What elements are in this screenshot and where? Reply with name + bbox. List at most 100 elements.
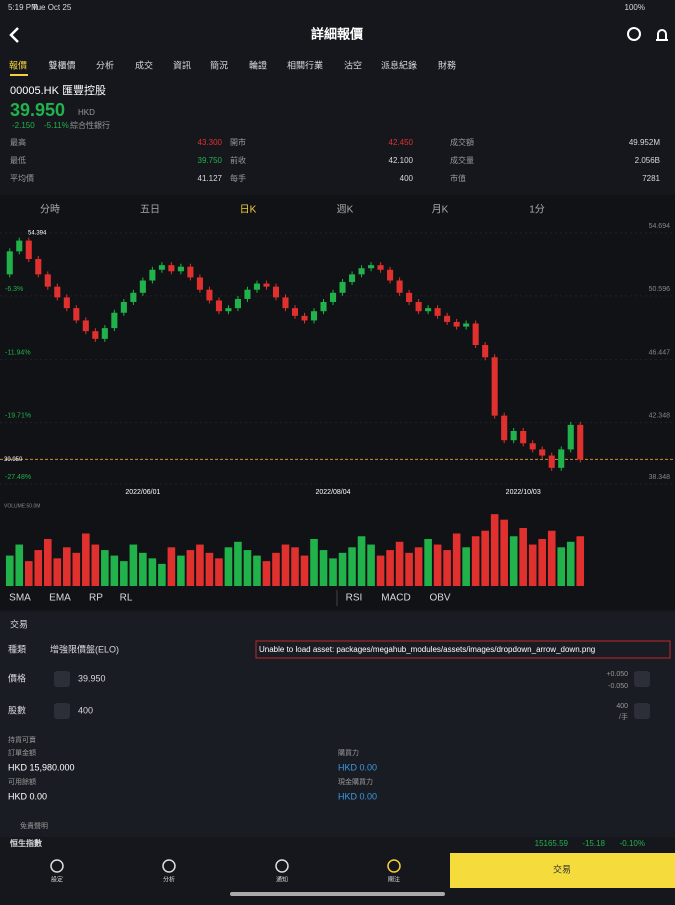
volume-bar <box>386 550 394 586</box>
indicator[interactable]: SMA <box>9 593 31 604</box>
chart-tab[interactable]: 月K <box>432 204 449 216</box>
candle-body <box>35 259 42 275</box>
x-tick-label: 2022/06/01 <box>125 489 160 496</box>
trade-button[interactable] <box>450 853 675 888</box>
volume-bar <box>500 519 508 586</box>
candle-body <box>282 297 289 309</box>
volume-bar <box>405 552 413 586</box>
candle-body <box>263 283 270 287</box>
volume-bar <box>63 547 71 586</box>
price-input[interactable]: 39.950 <box>78 673 106 683</box>
volume-bar <box>462 547 470 586</box>
active-tab-indicator <box>10 74 28 76</box>
index-change: -15.18 <box>582 839 605 848</box>
indicator[interactable]: RSI <box>346 593 363 604</box>
candle-body <box>244 289 251 299</box>
tab[interactable]: 雙櫃價 <box>48 59 75 70</box>
stat-value: 42.450 <box>389 138 414 147</box>
candle-body <box>577 424 584 460</box>
tab[interactable]: 財務 <box>438 59 456 70</box>
chart-tab[interactable]: 日K <box>240 205 257 216</box>
volume-bar <box>357 536 366 586</box>
volume-bar <box>490 514 499 586</box>
candle-body <box>301 315 308 321</box>
chart-tab[interactable]: 1分 <box>529 204 545 216</box>
back-arrow[interactable] <box>9 27 19 43</box>
battery: 100% <box>625 3 645 12</box>
stock-name: 匯豐控股 <box>62 83 106 97</box>
tab[interactable]: 簡況 <box>210 59 228 70</box>
indicator[interactable]: EMA <box>49 593 71 604</box>
tab[interactable]: 輪證 <box>249 59 267 70</box>
last-price-label: 39.950 <box>4 457 23 463</box>
indicator[interactable]: OBV <box>429 593 450 604</box>
nav-label[interactable]: 關注 <box>388 876 400 884</box>
stat-label: 最高 <box>10 137 26 147</box>
candle-body <box>25 240 32 260</box>
candle-body <box>339 282 346 293</box>
volume-bar <box>43 539 52 586</box>
tab[interactable]: 沽空 <box>344 59 362 70</box>
nav-label[interactable]: 通知 <box>276 876 288 884</box>
volume-bar <box>557 547 566 586</box>
candle-body <box>291 308 299 316</box>
tab[interactable]: 派息紀錄 <box>381 59 417 70</box>
chart-tab[interactable]: 五日 <box>140 205 160 216</box>
volume-bar <box>262 561 271 586</box>
indicator[interactable]: RL <box>120 593 133 604</box>
quantity-input[interactable]: 400 <box>78 705 93 715</box>
candle-body <box>396 280 403 293</box>
volume-bar <box>528 544 537 586</box>
chart-tab[interactable]: 週K <box>337 204 354 216</box>
nav-label[interactable]: 分析 <box>163 876 175 884</box>
volume-bar <box>433 544 442 586</box>
high-marker: 54.394 <box>28 231 47 237</box>
volume-bar <box>319 550 328 586</box>
nav-icon[interactable] <box>275 859 289 873</box>
nav-icon[interactable] <box>50 859 64 873</box>
stat-label: 前收 <box>230 155 246 165</box>
plus-button[interactable] <box>634 671 650 687</box>
candle-body <box>92 331 99 339</box>
tab[interactable]: 成交 <box>135 59 153 70</box>
volume-bar <box>538 539 547 586</box>
stat-value: 39.750 <box>198 156 223 165</box>
candle-body <box>548 455 555 468</box>
volume-bar <box>215 558 223 586</box>
chart-tab[interactable]: 分時 <box>40 204 60 216</box>
candle-body <box>234 298 241 309</box>
minus-button[interactable] <box>54 671 70 687</box>
tab[interactable]: 資訊 <box>173 59 191 70</box>
trade-button-label[interactable]: 交易 <box>553 863 571 874</box>
order-type[interactable]: 增強限價盤(ELO) <box>50 643 119 654</box>
field-label: 可用餘額 <box>8 777 36 786</box>
stat-value: 42.100 <box>389 156 414 165</box>
minus-button[interactable] <box>54 703 70 719</box>
nav-label[interactable]: 設定 <box>51 876 63 884</box>
volume-bar <box>576 536 585 586</box>
change-pct: -5.11% <box>44 121 69 130</box>
sector: 綜合性銀行 <box>70 120 110 130</box>
plus-button[interactable] <box>634 703 650 719</box>
volume-bar <box>547 530 556 586</box>
nav-icon[interactable] <box>387 859 401 873</box>
volume-bar <box>120 561 128 586</box>
tab[interactable]: 相關行業 <box>287 59 323 70</box>
disclaimer[interactable]: 免責聲明 <box>20 821 48 830</box>
indicator[interactable]: MACD <box>381 593 410 604</box>
volume-bar <box>205 552 214 586</box>
status-date: Tue Oct 25 <box>32 3 72 12</box>
search-icon[interactable] <box>627 27 641 41</box>
volume-bar <box>519 527 527 586</box>
stat-value: 49.952M <box>629 138 660 147</box>
stat-label: 開市 <box>230 137 246 147</box>
section-title: 交易 <box>10 618 28 629</box>
tab[interactable]: 報價 <box>9 60 27 70</box>
bell-icon[interactable] <box>656 29 668 41</box>
volume-bar <box>243 550 252 586</box>
indicator[interactable]: RP <box>89 593 103 604</box>
candle-body <box>63 297 70 309</box>
candle-body <box>101 328 108 339</box>
nav-icon[interactable] <box>162 859 176 873</box>
tab[interactable]: 分析 <box>96 59 114 70</box>
